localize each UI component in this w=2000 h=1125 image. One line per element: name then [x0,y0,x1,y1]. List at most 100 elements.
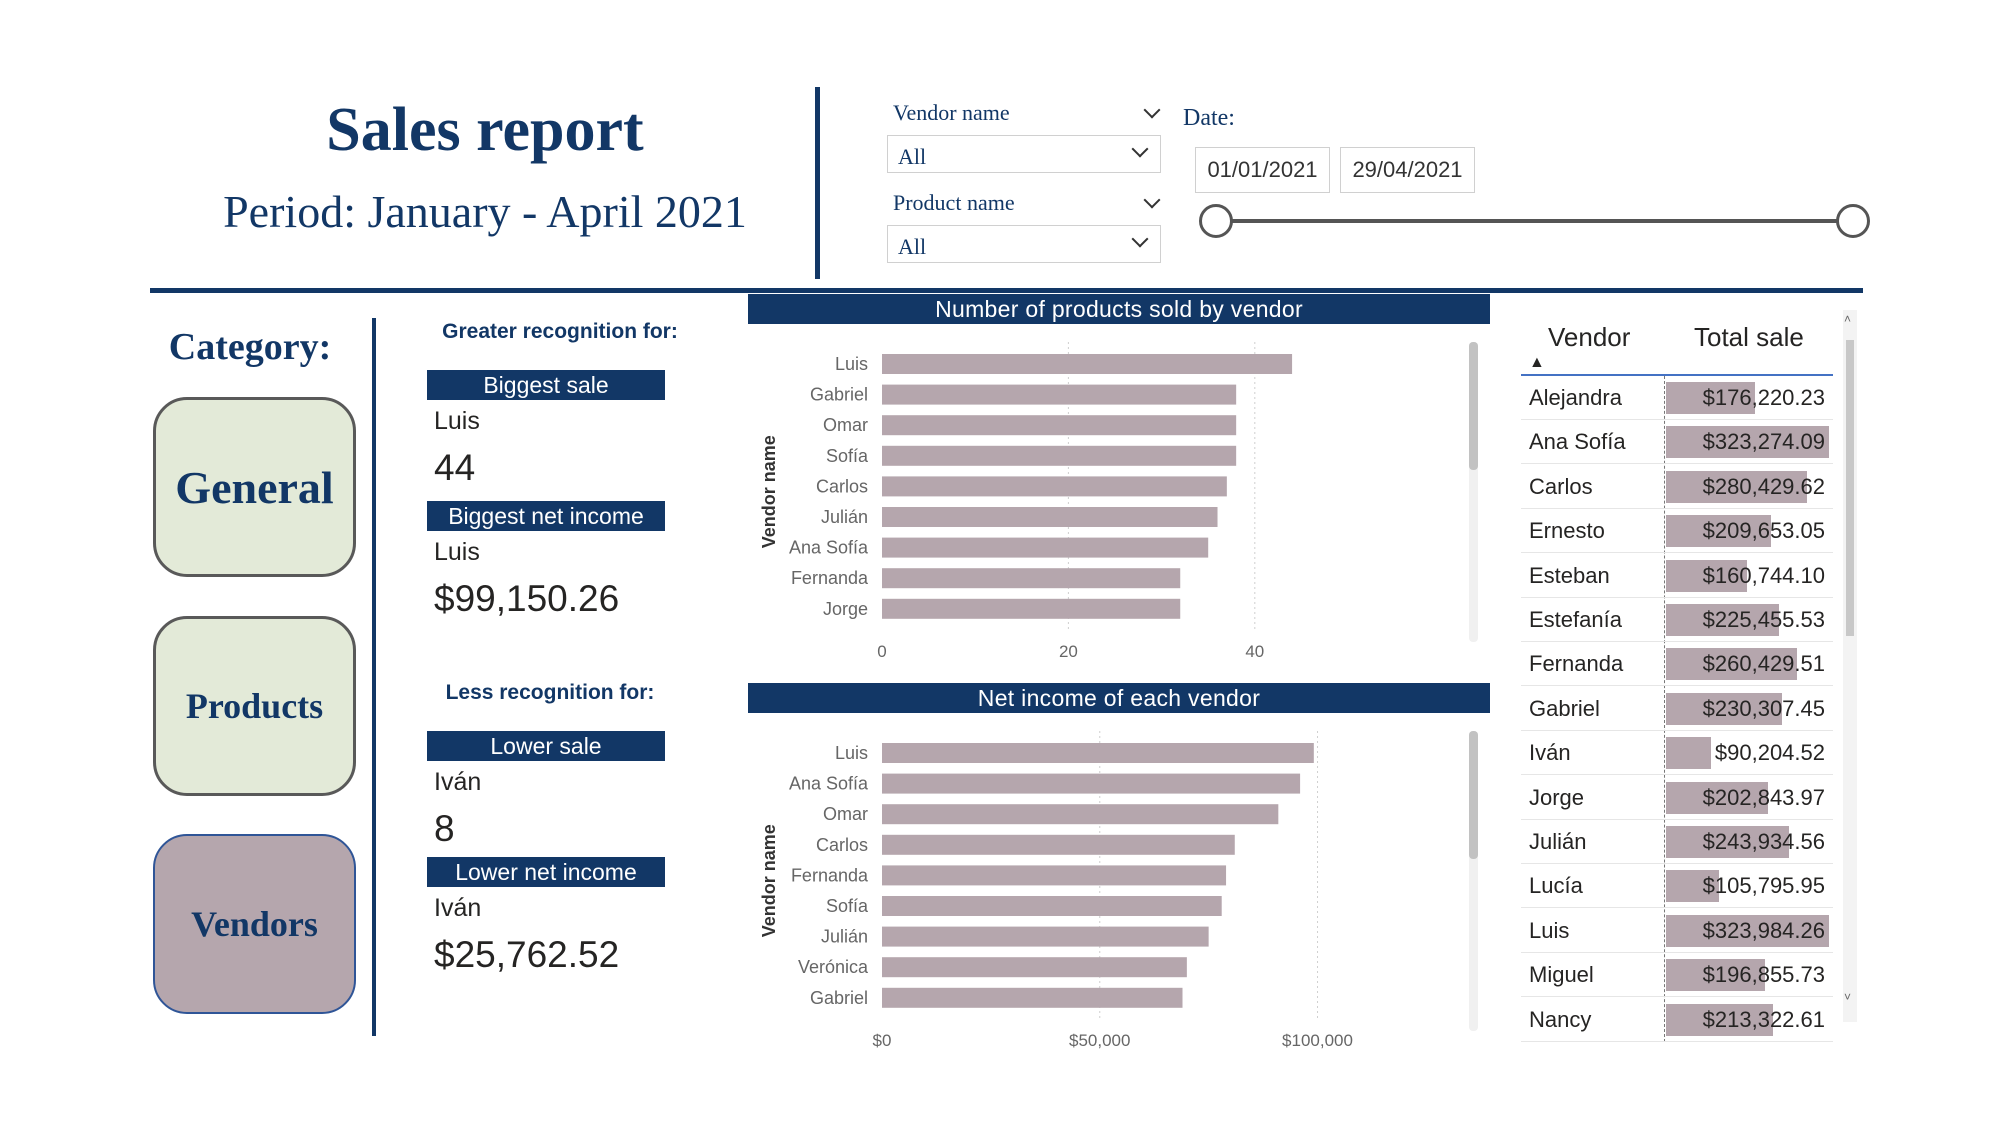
page-subtitle: Period: January - April 2021 [223,186,747,237]
table-row[interactable]: Ernesto $209,653.05 [1521,509,1833,554]
date-slider-end-handle[interactable] [1836,204,1870,238]
total-sale-cell: $260,429.51 [1702,651,1825,677]
date-slider-start-handle[interactable] [1199,204,1233,238]
table-row[interactable]: Carlos $280,429.62 [1521,465,1833,509]
net-income-chart: $0 $50,000 $100,000 Vendor name Luis Ana Sofí… [759,731,1478,1050]
vendor-cell: Luis [1529,917,1570,943]
vendor-cell: Lucía [1529,873,1583,899]
income-chart-bar[interactable] [882,957,1187,978]
biggest-sale-value: 44 [434,447,476,488]
income-chart-scrollbar-thumb[interactable] [1469,731,1478,859]
products-chart-x-tick-label: 20 [1059,642,1078,661]
biggest-income-vendor: Luis [434,538,480,566]
income-chart-bar[interactable] [882,743,1314,763]
vendor-dropdown[interactable]: All [887,135,1161,173]
table-body: Alejandra $176,220.23 Ana Sofía $323,274.09… [1521,376,1833,1042]
sort-ascending-icon[interactable]: ▲ [1529,354,1545,371]
vendor-cell: Nancy [1529,1006,1592,1032]
table-scrollbar[interactable]: ˄ ˅ [1843,310,1857,1022]
table-row[interactable]: Nancy $213,322.61 [1521,998,1833,1042]
income-chart-category-label: Ana Sofía [789,774,869,794]
income-chart-bar[interactable] [882,773,1301,794]
header-divider-horizontal [150,288,1863,293]
total-sale-bar [1666,737,1712,770]
column-header-vendor[interactable]: Vendor [1548,322,1631,352]
total-sale-cell: $196,855.73 [1702,962,1825,988]
general-button[interactable]: General [153,397,356,577]
products-chart-title: Number of products sold by vendor [748,294,1490,324]
income-chart-bar[interactable] [882,896,1222,916]
products-chart-category-label: Sofía [826,446,869,466]
total-sale-bar [1666,470,1808,503]
products-chart-category-label: Omar [823,415,868,435]
products-chart-bar[interactable] [882,476,1227,497]
scroll-down-icon[interactable]: ˅ [1844,990,1852,1004]
products-chart-bar[interactable] [882,384,1237,405]
total-sale-bar [1666,1003,1774,1036]
income-chart-bar[interactable] [882,987,1183,1008]
biggest-income-value: $99,150.26 [434,578,620,619]
lower-sale-title: Lower sale [427,731,665,761]
total-sale-cell: $160,744.10 [1702,562,1825,588]
total-sale-cell: $209,653.05 [1702,518,1825,544]
income-chart-bar[interactable] [882,926,1209,947]
table-row[interactable]: Miguel $196,855.73 [1521,953,1833,998]
vendors-button[interactable]: Vendors [153,834,356,1014]
income-chart-x-tick-label: $0 [873,1031,892,1050]
products-chart-bar[interactable] [882,537,1209,558]
products-chart-x-tick-label: 40 [1245,642,1264,661]
total-sale-cell: $176,220.23 [1702,385,1825,410]
vendor-dropdown-value: All [898,144,927,169]
vendors-button-label: Vendors [191,904,318,944]
table-row[interactable]: Jorge $202,843.97 [1521,776,1833,820]
table-row[interactable]: Esteban $160,744.10 [1521,554,1833,598]
products-chart-bar[interactable] [882,568,1181,589]
total-sale-bar [1666,781,1769,814]
chevron-down-icon[interactable] [1143,191,1163,214]
products-chart-bar[interactable] [882,415,1237,436]
lower-income-vendor: Iván [434,894,482,922]
income-chart-bar[interactable] [882,865,1227,886]
scroll-up-icon[interactable]: ˄ [1844,312,1852,326]
lower-sale-value: 8 [434,808,455,849]
total-sale-cell: $202,843.97 [1702,784,1825,810]
products-chart-category-label: Jorge [823,599,868,619]
products-chart-bar[interactable] [882,445,1237,466]
table-row[interactable]: Alejandra $176,220.23 [1521,376,1833,420]
table-row[interactable]: Gabriel $230,307.45 [1521,687,1833,731]
table-row[interactable]: Lucía $105,795.95 [1521,864,1833,909]
products-chart-category-label: Julián [821,507,868,527]
table-scrollbar-thumb[interactable] [1846,340,1854,636]
total-sale-bar [1666,648,1798,681]
income-chart-bar[interactable] [882,834,1235,855]
products-chart-category-label: Ana Sofía [789,538,869,558]
table-row[interactable]: Julián $243,934.56 [1521,820,1833,864]
table-row[interactable]: Estefanía $225,455.53 [1521,598,1833,642]
table-row[interactable]: Fernanda $260,429.51 [1521,642,1833,687]
products-chart-bar[interactable] [882,354,1293,374]
products-chart-bar[interactable] [882,598,1181,619]
column-header-total-sale[interactable]: Total sale [1694,322,1804,352]
total-sale-cell: $280,429.62 [1702,473,1825,499]
total-sale-cell: $323,984.26 [1702,917,1825,943]
table-row[interactable]: Ana Sofía $323,274.09 [1521,420,1833,465]
lower-income-title: Lower net income [427,857,665,887]
end-date-input[interactable]: 29/04/2021 [1340,147,1475,193]
products-chart-bar[interactable] [882,507,1218,527]
chevron-down-icon[interactable] [1143,101,1163,124]
products-chart-category-label: Carlos [816,476,868,496]
products-button[interactable]: Products [153,616,356,796]
income-chart-bar[interactable] [882,804,1279,825]
product-dropdown[interactable]: All [887,225,1161,263]
vendor-cell: Miguel [1529,962,1594,988]
vendor-cell: Carlos [1529,473,1593,499]
header-divider-vertical [815,87,820,279]
income-chart-category-label: Fernanda [791,865,869,885]
table-row[interactable]: Iván $90,204.52 [1521,731,1833,776]
start-date-input[interactable]: 01/01/2021 [1195,147,1330,193]
income-chart-category-label: Sofía [826,896,869,916]
products-chart-scrollbar-thumb[interactable] [1469,342,1478,470]
total-sale-bar [1666,382,1755,414]
total-sale-cell: $105,795.95 [1702,873,1825,899]
table-row[interactable]: Luis $323,984.26 [1521,909,1833,953]
